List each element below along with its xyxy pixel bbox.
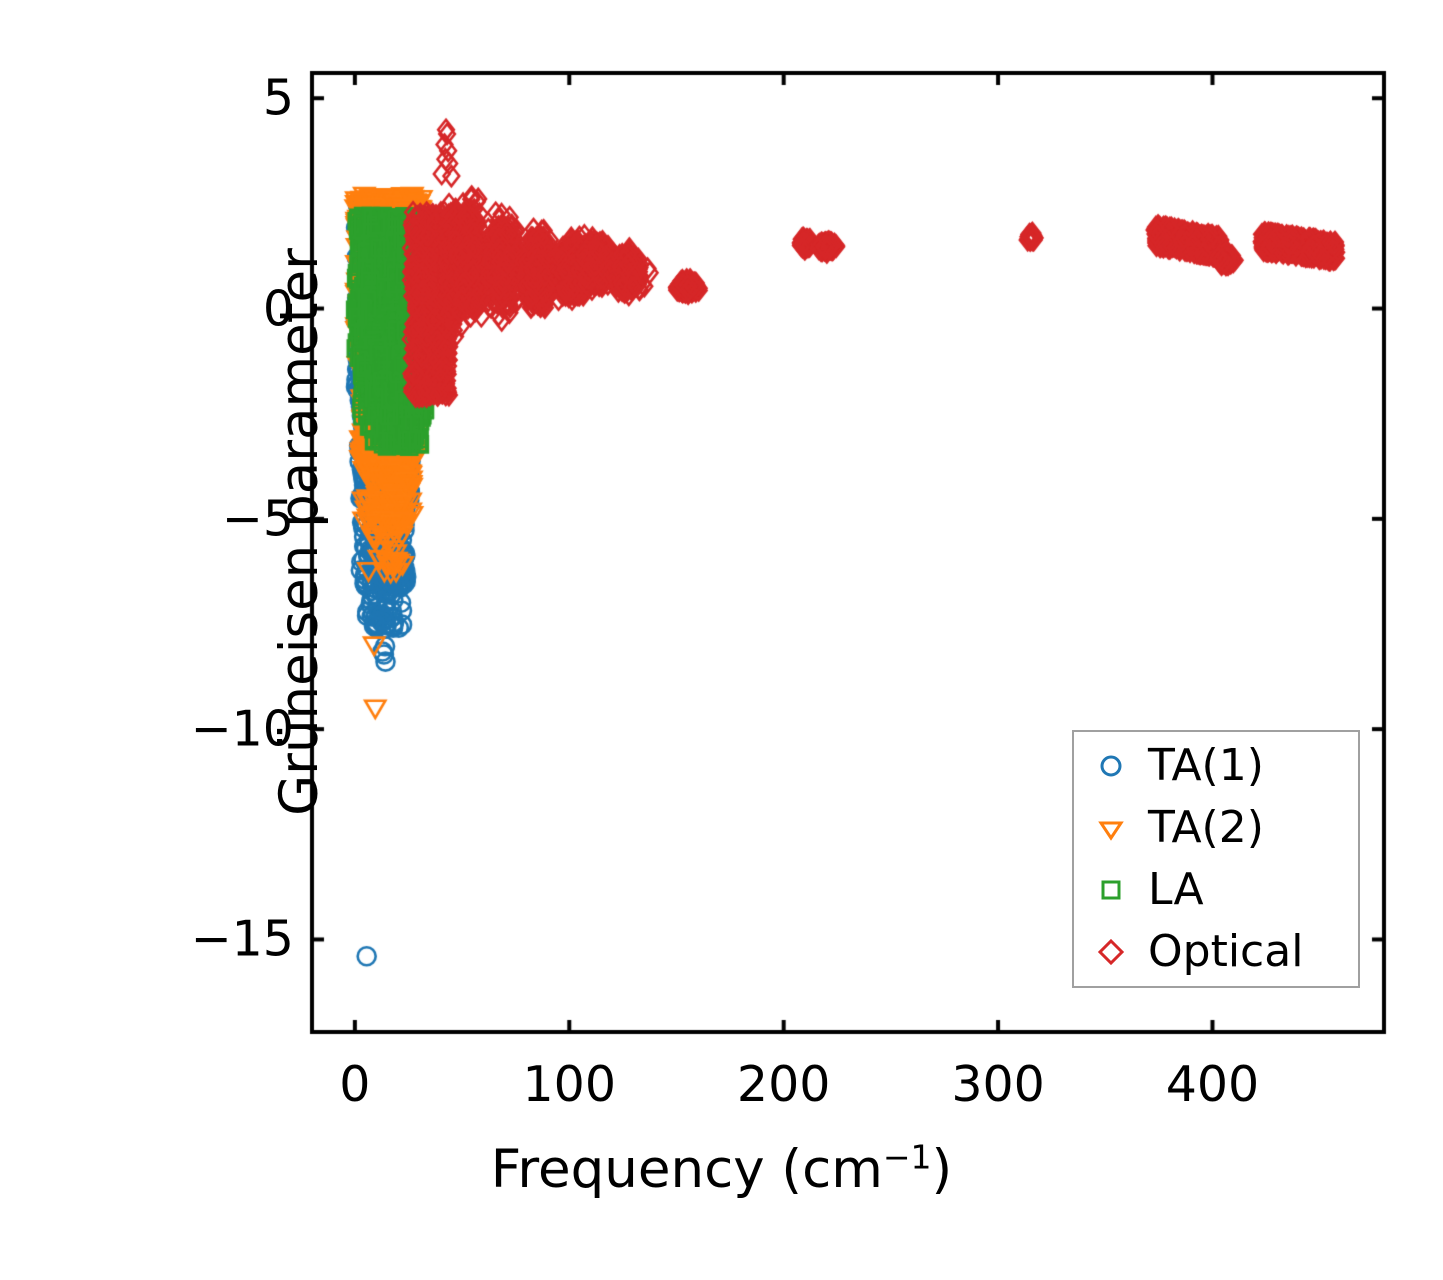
legend[interactable]: TA(1) TA(2) LA Optical <box>1072 730 1360 988</box>
legend-label-ta1: TA(1) <box>1148 740 1264 791</box>
legend-item-ta2[interactable]: TA(2) <box>1074 800 1358 856</box>
legend-item-ta1[interactable]: TA(1) <box>1074 738 1358 794</box>
legend-label-la: LA <box>1148 864 1204 915</box>
legend-item-la[interactable]: LA <box>1074 862 1358 918</box>
triangle-down-icon <box>1074 813 1148 843</box>
diamond-icon <box>1074 937 1148 967</box>
legend-item-optical[interactable]: Optical <box>1074 924 1358 980</box>
circle-icon <box>1074 751 1148 781</box>
square-icon <box>1074 875 1148 905</box>
legend-label-optical: Optical <box>1148 926 1304 977</box>
legend-label-ta2: TA(2) <box>1148 802 1264 853</box>
